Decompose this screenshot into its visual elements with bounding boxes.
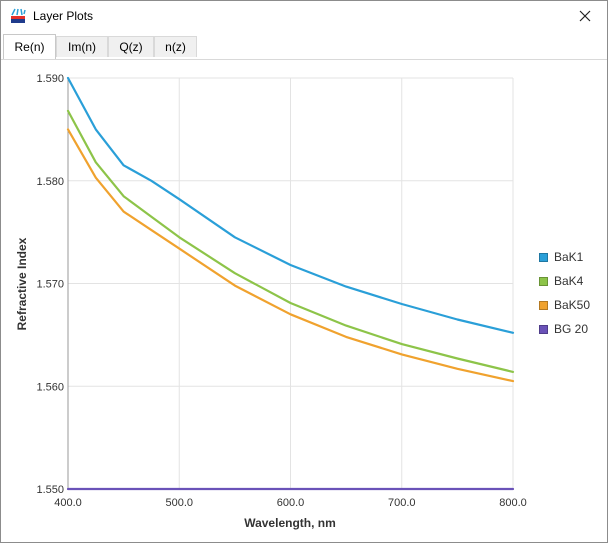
x-tick-label: 600.0 bbox=[277, 497, 305, 509]
refractive-index-chart: 400.0 500.0 600.0 700.0 800.0 1.550 1.560 1.570… bbox=[15, 73, 527, 530]
legend-item: BG 20 bbox=[539, 322, 588, 336]
series-line-bak4 bbox=[66, 109, 515, 373]
tab-im-n[interactable]: Im(n) bbox=[56, 36, 108, 57]
legend-swatch bbox=[539, 324, 548, 334]
title-bar: Layer Plots bbox=[1, 1, 607, 31]
legend-swatch bbox=[539, 252, 548, 262]
y-tick-label: 1.560 bbox=[36, 381, 64, 393]
legend-swatch bbox=[539, 300, 548, 310]
tab-re-n[interactable]: Re(n) bbox=[3, 34, 56, 59]
legend-label: BaK1 bbox=[554, 250, 584, 264]
y-tick-label: 1.590 bbox=[36, 73, 64, 85]
legend-label: BaK4 bbox=[554, 274, 584, 288]
tab-label: Q(z) bbox=[119, 40, 143, 54]
legend-label: BaK50 bbox=[554, 298, 591, 312]
legend-swatch bbox=[539, 276, 548, 286]
tab-n-z[interactable]: n(z) bbox=[154, 36, 197, 57]
tab-label: Im(n) bbox=[68, 40, 96, 54]
x-tick-label: 500.0 bbox=[165, 497, 193, 509]
close-button[interactable] bbox=[563, 1, 607, 31]
window-title: Layer Plots bbox=[33, 9, 94, 23]
plot-area: 400.0 500.0 600.0 700.0 800.0 1.550 1.560 1.570… bbox=[1, 60, 607, 542]
y-tick-label: 1.580 bbox=[36, 176, 64, 188]
grid bbox=[68, 77, 514, 489]
close-icon bbox=[579, 10, 591, 22]
series-line-bak1 bbox=[66, 76, 515, 334]
legend-label: BG 20 bbox=[554, 322, 589, 336]
tab-bar: Re(n) Im(n) Q(z) n(z) bbox=[1, 34, 607, 60]
series-line-bak50 bbox=[66, 128, 515, 383]
tab-label: n(z) bbox=[165, 40, 186, 54]
legend-item: BaK50 bbox=[539, 298, 590, 312]
y-tick-label: 1.550 bbox=[36, 484, 64, 496]
legend-item: BaK4 bbox=[539, 274, 583, 288]
x-tick-label: 400.0 bbox=[54, 497, 82, 509]
layer-plot-icon bbox=[11, 8, 26, 23]
legend-item: BaK1 bbox=[539, 250, 583, 264]
series-lines bbox=[66, 76, 515, 491]
tick-labels: 400.0 500.0 600.0 700.0 800.0 1.550 1.560 1.570… bbox=[36, 73, 526, 509]
tab-label: Re(n) bbox=[14, 40, 45, 54]
x-tick-label: 700.0 bbox=[388, 497, 416, 509]
tab-q-z[interactable]: Q(z) bbox=[108, 36, 154, 57]
y-axis-title: Refractive Index bbox=[15, 237, 29, 330]
x-tick-label: 800.0 bbox=[499, 497, 527, 509]
x-axis-title: Wavelength, nm bbox=[244, 516, 336, 530]
y-tick-label: 1.570 bbox=[36, 279, 64, 291]
